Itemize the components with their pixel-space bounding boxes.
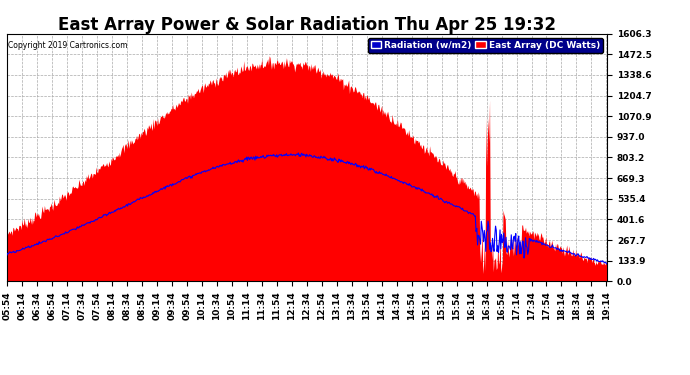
Legend: Radiation (w/m2), East Array (DC Watts): Radiation (w/m2), East Array (DC Watts): [368, 38, 602, 53]
Title: East Array Power & Solar Radiation Thu Apr 25 19:32: East Array Power & Solar Radiation Thu A…: [58, 16, 556, 34]
Text: Copyright 2019 Cartronics.com: Copyright 2019 Cartronics.com: [8, 41, 128, 50]
